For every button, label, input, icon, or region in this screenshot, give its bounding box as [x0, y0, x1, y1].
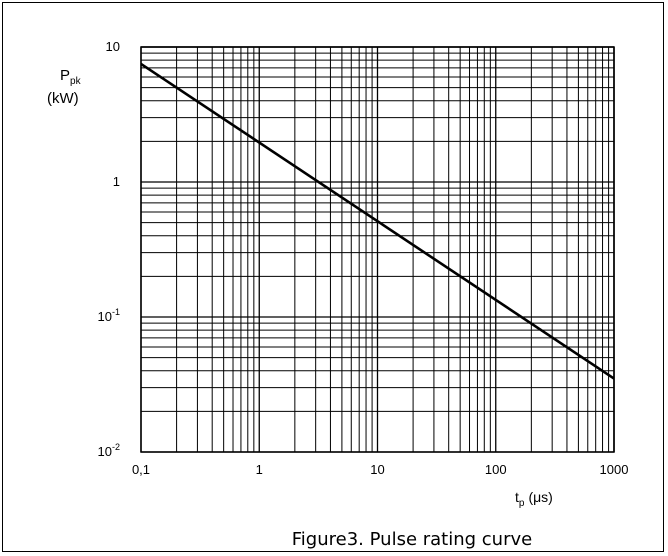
grid	[140, 46, 615, 453]
x-axis-label-unit: (μs)	[528, 489, 552, 505]
x-tick-label: 100	[485, 462, 507, 477]
curves	[140, 62, 615, 380]
y-axis-unit: (kW)	[47, 90, 79, 107]
plot-border	[140, 46, 615, 453]
x-tick-labels: 0,1 1 10 100 1000	[132, 462, 629, 477]
y-axis-label-main: P	[60, 67, 70, 84]
x-tick-label: 10	[370, 462, 384, 477]
x-axis-label-main: t	[515, 489, 519, 505]
y-tick-label: 1	[113, 174, 120, 189]
y-axis-label: Ppk	[60, 67, 82, 87]
y-tick-label: 10-2	[98, 442, 120, 459]
pulse-rating-curve	[140, 62, 615, 380]
y-tick-label: 10	[106, 39, 120, 54]
y-axis-label-sub: pk	[70, 76, 82, 87]
x-tick-label: 0,1	[132, 462, 150, 477]
y-tick-label: 10-1	[98, 307, 120, 324]
y-tick-labels: 10 1 10-1 10-2	[98, 39, 120, 459]
x-axis-label-sub: p	[519, 498, 525, 509]
figure-caption: Figure3. Pulse rating curve	[292, 529, 532, 550]
x-tick-label: 1000	[600, 462, 629, 477]
x-tick-label: 1	[256, 462, 263, 477]
x-axis-label: tp (μs)	[515, 489, 553, 509]
